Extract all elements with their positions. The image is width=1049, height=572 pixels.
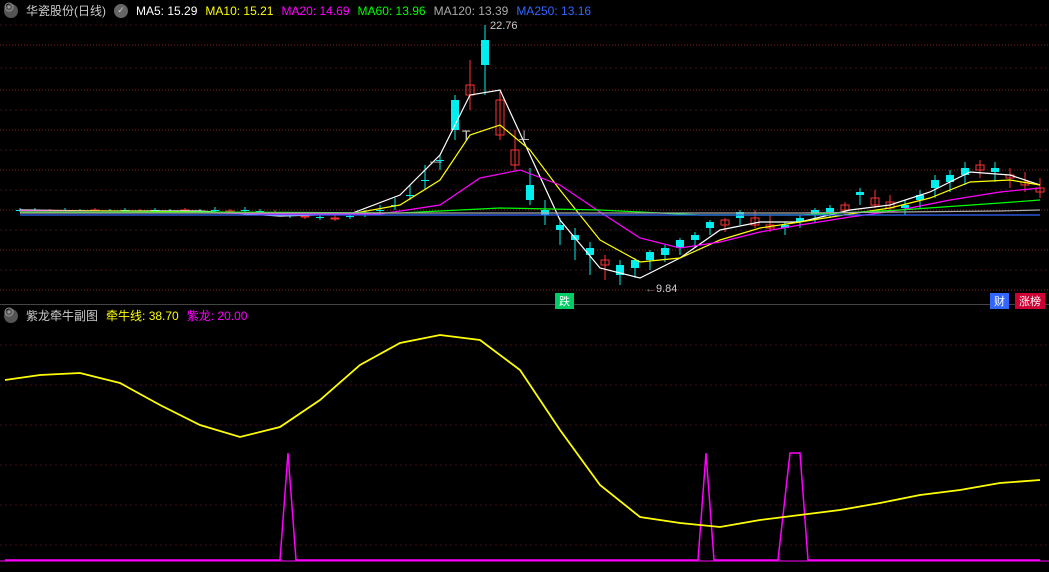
svg-text:⊥: ⊥	[518, 127, 530, 143]
price-high-label: 22.76	[490, 20, 518, 32]
ma20-label: MA20: 14.69	[281, 4, 349, 18]
sub-line2-label: 紫龙: 20.00	[187, 307, 248, 324]
main-chart-header: 华瓷股份(日线) ✓ MA5: 15.29 MA10: 15.21 MA20: …	[4, 2, 591, 19]
price-low-label: ←9.84	[645, 283, 677, 295]
sub-indicator-name: 紫龙牵牛副图	[26, 307, 98, 324]
svg-text:—: —	[430, 154, 442, 168]
ma5-label: MA5: 15.29	[136, 4, 197, 18]
sub-settings-icon[interactable]	[4, 309, 18, 323]
sub-chart-svg	[0, 305, 1049, 570]
svg-text:T: T	[462, 127, 471, 143]
die-badge: 跌	[555, 293, 574, 309]
sub-chart-header: 紫龙牵牛副图 牵牛线: 38.70 紫龙: 20.00	[4, 307, 247, 324]
ma10-label: MA10: 15.21	[205, 4, 273, 18]
main-candlestick-chart[interactable]: 华瓷股份(日线) ✓ MA5: 15.29 MA10: 15.21 MA20: …	[0, 0, 1049, 305]
gear-icon[interactable]: ✓	[114, 4, 128, 18]
ma60-label: MA60: 13.96	[358, 4, 426, 18]
sub-line1-label: 牵牛线: 38.70	[106, 307, 179, 324]
zhangbang-badge: 涨榜	[1015, 293, 1045, 309]
ma120-label: MA120: 13.39	[434, 4, 509, 18]
cai-badge: 财	[990, 293, 1009, 309]
chart-container: 华瓷股份(日线) ✓ MA5: 15.29 MA10: 15.21 MA20: …	[0, 0, 1049, 572]
stock-name: 华瓷股份(日线)	[26, 2, 106, 19]
settings-icon[interactable]	[4, 4, 18, 18]
main-chart-svg: T ⊥ —	[0, 0, 1049, 305]
ma250-label: MA250: 13.16	[516, 4, 591, 18]
sub-indicator-chart[interactable]: 紫龙牵牛副图 牵牛线: 38.70 紫龙: 20.00	[0, 305, 1049, 570]
